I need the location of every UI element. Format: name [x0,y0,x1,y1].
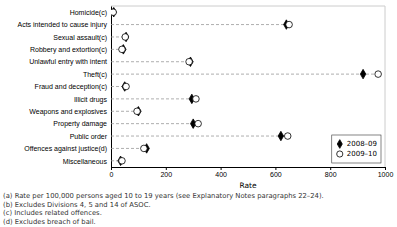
x-axis-line [112,168,386,171]
point [123,83,130,90]
y-tick-label: Robbery and extortion(c) [30,46,107,54]
marks [111,7,381,165]
point [284,133,291,140]
y-axis-line [111,7,112,168]
point [375,71,382,78]
y-tick: Robbery and extortion(c) [30,46,111,54]
leader-line [111,136,288,137]
leader-line [111,61,190,62]
point [119,46,126,53]
point [186,58,193,65]
y-tick: Homicide(c) [70,9,111,17]
legend-symbol [337,151,343,157]
y-tick: Fraud and deception(c) [35,83,111,91]
y-tick: Sexual assault(c) [53,34,111,42]
y-tick-label: Fraud and deception(c) [35,83,107,91]
y-tick-label: Weapons and explosives [29,108,107,116]
point [141,145,148,152]
x-tick-mark [166,167,167,170]
x-tick-label: 200 [160,171,172,178]
x-tick: 0 [110,167,114,178]
y-tick: Public order [70,133,111,140]
y-tick: Weapons and explosives [29,108,111,116]
y-tick-label: Property damage [53,120,107,128]
y-tick: Offences against justice(d) [24,145,111,153]
x-tick: 800 [325,167,337,178]
y-tick: Property damage [53,120,111,128]
point [122,34,129,41]
leader-line [111,98,196,99]
x-tick-mark [221,167,222,170]
footnote: (d) Excludes breach of bail. [3,218,96,226]
x-tick-label: 800 [325,171,337,178]
x-tick-label: 400 [215,171,227,178]
x-tick-mark [275,167,276,170]
x-tick: 200 [160,167,172,178]
y-tick: Illicit drugs [74,96,111,104]
x-axis-title: Rate [239,181,257,190]
legend-symbol [337,140,342,149]
point [195,120,202,127]
x-axis: 0 200 400 600 800 1000 [110,167,394,178]
y-tick-label: Public order [70,133,108,140]
y-tick-label: Acts intended to cause injury [18,21,108,29]
x-tick-mark [330,167,331,170]
leader-line [111,74,378,75]
x-tick: 600 [270,167,282,178]
y-axis: Homicide(c) Acts intended to cause injury… [18,7,112,168]
footnote: (a) Rate per 100,000 persons aged 10 to … [3,192,324,200]
point [360,69,365,78]
legend-label: 2009–10 [347,150,377,158]
footnote: (b) Excludes Divisions 4, 5 and 14 of AS… [3,201,151,209]
x-tick-label: 1000 [378,171,394,178]
y-tick-label: Illicit drugs [74,96,108,104]
point [111,9,116,16]
chart: 0 200 400 600 800 1000 Rate Homicide(c) Acts int… [0,0,397,227]
x-tick-label: 0 [110,171,114,178]
legend-label: 2008–09 [347,140,377,148]
y-tick-label: Miscellaneous [63,158,108,165]
x-tick: 1000 [378,167,394,178]
footnote: (c) Includes related offences. [3,209,102,217]
point [193,96,200,103]
x-tick-mark [385,167,386,170]
y-tick-label: Theft(c) [83,71,107,79]
leader-line [111,24,289,25]
y-tick: Unlawful entry with intent [29,58,111,66]
y-tick-label: Unlawful entry with intent [29,58,107,66]
x-tick: 400 [215,167,227,178]
legend: 2008–09 2009–10 [332,135,381,163]
plot: 0 200 400 600 800 1000 Rate Homicide(c) Acts int… [18,6,394,190]
x-tick-label: 600 [270,171,282,178]
point [134,108,141,115]
plot-frame [111,6,385,167]
y-tick-label: Sexual assault(c) [53,34,107,42]
point [119,158,126,165]
y-tick-label: Offences against justice(d) [24,145,107,153]
point [278,131,283,140]
leader-line [111,123,198,124]
legend-frame [332,135,381,163]
y-tick: Theft(c) [83,71,111,79]
point [286,21,293,28]
y-tick-label: Homicide(c) [70,9,107,17]
y-tick: Miscellaneous [63,158,111,165]
y-tick: Acts intended to cause injury [18,21,112,29]
